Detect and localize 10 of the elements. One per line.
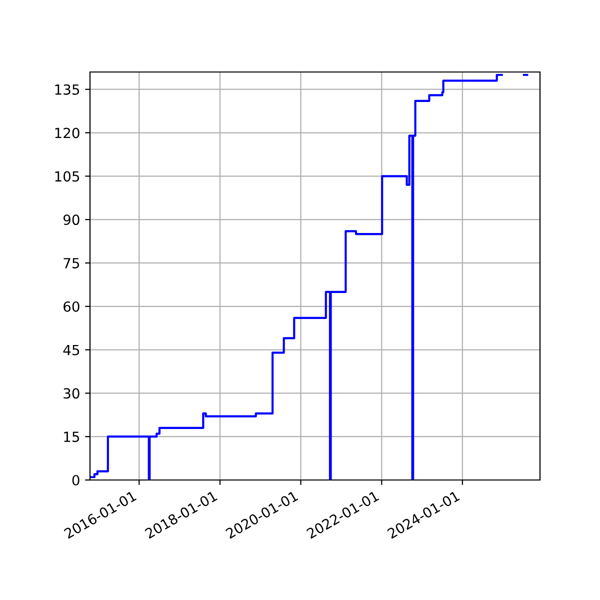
y-tick-label: 30 — [64, 388, 80, 399]
y-tick-label: 75 — [64, 258, 80, 268]
y-tick-label: 90 — [63, 214, 80, 226]
y-tick-label: 45 — [63, 344, 80, 356]
y-tick-label: 120 — [55, 128, 80, 138]
y-tick-label: 60 — [64, 301, 80, 312]
y-tick-label: 135 — [55, 84, 80, 95]
y-tick-label: 0 — [72, 474, 80, 486]
y-tick-label: 105 — [55, 171, 80, 182]
y-tick-label: 15 — [64, 432, 80, 442]
